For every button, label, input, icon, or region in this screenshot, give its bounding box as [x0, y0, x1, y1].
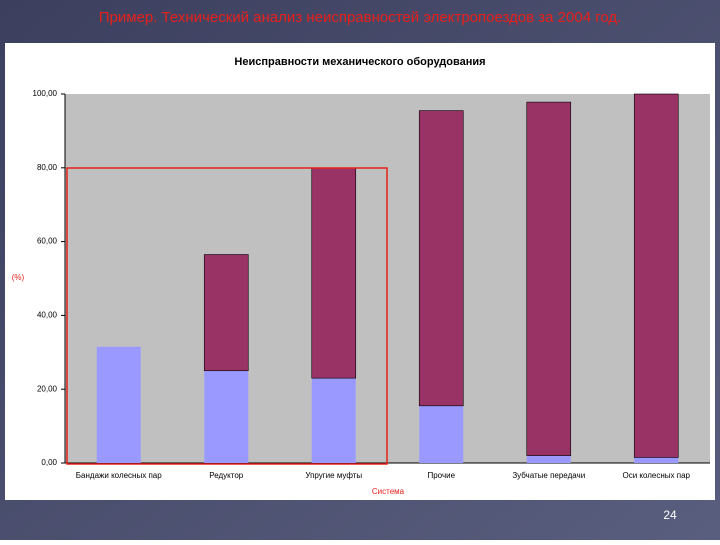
y-tick-label: 80,00 [37, 163, 58, 172]
bar-segment [203, 254, 249, 372]
chart-marks: 0,00 20,00 40,00 60,00 80,00 100,00 Бандажи ко… [33, 89, 710, 480]
y-tick-label: 40,00 [37, 311, 58, 320]
x-tick-label: Редуктор [209, 471, 244, 480]
chart-title: Неисправности механического оборудования [234, 56, 485, 68]
bar-segment [419, 405, 464, 463]
y-tick-label: 60,00 [37, 237, 58, 246]
y-tick-label: 20,00 [37, 384, 58, 393]
bar-segment [633, 93, 679, 458]
y-axis-label: (%) [12, 273, 25, 282]
x-tick-label: Оси колесных пар [622, 471, 690, 480]
x-tick-label: Прочие [427, 471, 455, 480]
page-number: 24 [663, 508, 677, 522]
x-tick-label: Зубчатые передачи [512, 471, 585, 480]
bar-segment [634, 457, 679, 463]
x-tick-label: Упругие муфты [305, 471, 362, 480]
bar-segment [311, 378, 356, 463]
bar-segment [96, 346, 141, 463]
x-axis-label: Система [372, 487, 405, 496]
y-tick-label: 0,00 [41, 458, 57, 467]
x-tick-label: Бандажи колесных пар [76, 471, 162, 480]
bar-segment [418, 110, 464, 407]
bar-segment [204, 370, 249, 463]
y-tick-label: 100,00 [33, 89, 58, 98]
slide-title: Пример. Технический анализ неисправносте… [99, 9, 622, 26]
bar-segment [526, 101, 572, 456]
bar-segment [526, 455, 571, 463]
bar-segment [311, 167, 357, 379]
highlight-box [66, 167, 388, 465]
